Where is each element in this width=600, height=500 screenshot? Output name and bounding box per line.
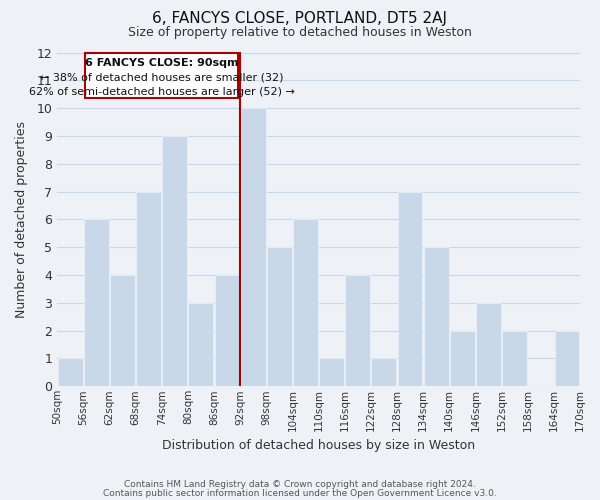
Bar bbox=[84, 220, 109, 386]
Bar bbox=[424, 247, 449, 386]
Text: 6 FANCYS CLOSE: 90sqm: 6 FANCYS CLOSE: 90sqm bbox=[85, 58, 238, 68]
Bar bbox=[188, 303, 213, 386]
Bar bbox=[163, 136, 187, 386]
Text: 6, FANCYS CLOSE, PORTLAND, DT5 2AJ: 6, FANCYS CLOSE, PORTLAND, DT5 2AJ bbox=[152, 11, 448, 26]
Bar bbox=[136, 192, 161, 386]
Bar bbox=[293, 220, 318, 386]
Bar bbox=[267, 247, 292, 386]
Text: Contains HM Land Registry data © Crown copyright and database right 2024.: Contains HM Land Registry data © Crown c… bbox=[124, 480, 476, 489]
Y-axis label: Number of detached properties: Number of detached properties bbox=[15, 121, 28, 318]
Bar bbox=[346, 275, 370, 386]
Text: Size of property relative to detached houses in Weston: Size of property relative to detached ho… bbox=[128, 26, 472, 39]
FancyBboxPatch shape bbox=[85, 52, 238, 98]
Bar bbox=[502, 330, 527, 386]
Text: 62% of semi-detached houses are larger (52) →: 62% of semi-detached houses are larger (… bbox=[29, 86, 295, 97]
X-axis label: Distribution of detached houses by size in Weston: Distribution of detached houses by size … bbox=[162, 440, 475, 452]
Bar bbox=[58, 358, 83, 386]
Bar bbox=[554, 330, 580, 386]
Bar bbox=[110, 275, 135, 386]
Bar bbox=[319, 358, 344, 386]
Bar bbox=[241, 108, 266, 386]
Text: Contains public sector information licensed under the Open Government Licence v3: Contains public sector information licen… bbox=[103, 490, 497, 498]
Bar bbox=[476, 303, 501, 386]
Bar bbox=[215, 275, 239, 386]
Text: ← 38% of detached houses are smaller (32): ← 38% of detached houses are smaller (32… bbox=[40, 72, 283, 83]
Bar bbox=[398, 192, 422, 386]
Bar bbox=[371, 358, 397, 386]
Bar bbox=[450, 330, 475, 386]
